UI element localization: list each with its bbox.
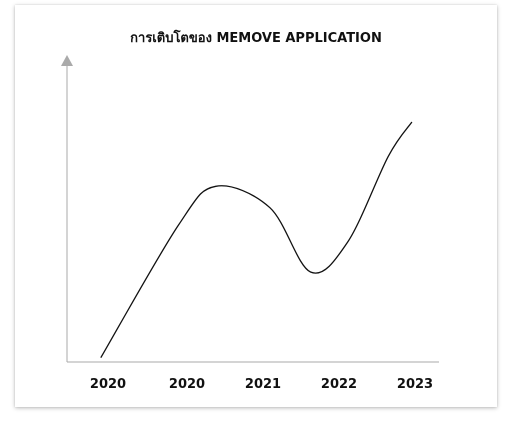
growth-line xyxy=(100,121,413,359)
x-tick-label: 2020 xyxy=(90,377,126,392)
x-tick-label: 2020 xyxy=(169,377,205,392)
x-tick-label: 2021 xyxy=(245,377,281,392)
chart-title: การเติบโตของ MEMOVE APPLICATION xyxy=(130,31,382,46)
x-tick-label: 2023 xyxy=(397,377,433,392)
chart-card xyxy=(15,5,497,407)
x-tick-label: 2022 xyxy=(321,377,357,392)
y-axis-arrow xyxy=(61,55,73,66)
